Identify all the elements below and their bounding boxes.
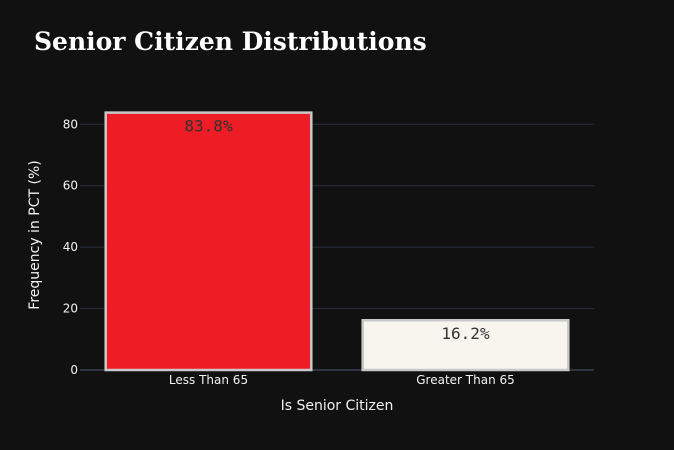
chart-title: Senior Citizen Distributions [34, 27, 427, 56]
bar-greater-than-65 [361, 318, 570, 372]
x-tick-label: Greater Than 65 [416, 373, 515, 387]
y-axis-title: Frequency in PCT (%) [27, 160, 43, 309]
x-axis-title: Is Senior Citizen [281, 398, 394, 414]
x-tick-label: Less Than 65 [169, 373, 248, 387]
bars [104, 111, 570, 372]
y-tick-label: 20 [63, 302, 78, 316]
y-tick-label: 80 [63, 117, 78, 131]
data-label: 83.8% [184, 117, 233, 136]
y-axis-ticks: 0 20 40 60 80 [63, 117, 78, 377]
bar-less-than-65 [104, 111, 313, 372]
data-label: 16.2% [441, 324, 490, 343]
x-axis-ticks: Less Than 65 Greater Than 65 [169, 373, 515, 387]
data-labels: 83.8% 16.2% [184, 117, 490, 344]
y-tick-label: 0 [70, 363, 78, 377]
y-tick-label: 60 [63, 179, 78, 193]
y-tick-label: 40 [63, 240, 78, 254]
